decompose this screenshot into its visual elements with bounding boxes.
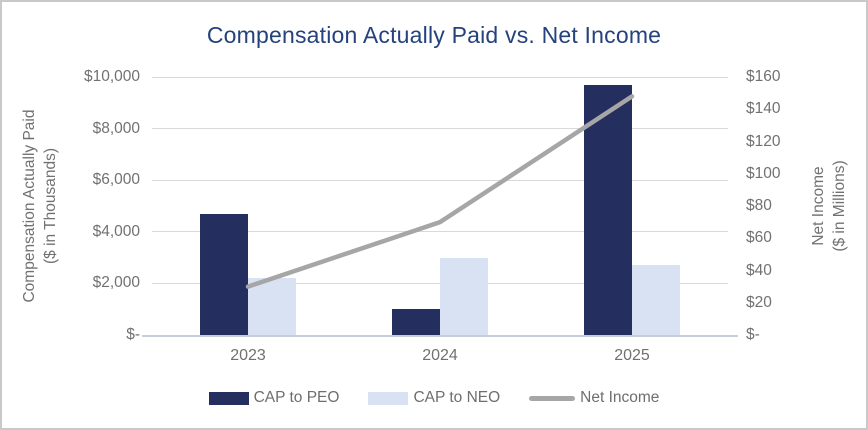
right-axis-title: Net Income ($ in Millions) bbox=[809, 160, 851, 251]
y2-axis-tick-label: $160 bbox=[746, 68, 781, 85]
x-axis-label: 2024 bbox=[422, 347, 458, 364]
bar-cap-to-peo bbox=[584, 84, 632, 335]
right-axis-title-line1: Net Income bbox=[810, 166, 828, 246]
y2-axis-tick-label: $60 bbox=[746, 229, 772, 247]
y2-axis-tick-label: $- bbox=[746, 326, 760, 343]
legend-swatch-bar bbox=[368, 391, 409, 405]
right-axis-title-line2: ($ in Millions) bbox=[831, 160, 848, 252]
y2-axis-tick-label: $120 bbox=[746, 132, 781, 150]
chart-title: Compensation Actually Paid vs. Net Incom… bbox=[206, 22, 662, 48]
legend-label: Net Income bbox=[580, 389, 660, 406]
x-axis-line bbox=[142, 335, 738, 337]
legend-label: CAP to NEO bbox=[413, 389, 501, 406]
gridline bbox=[152, 76, 728, 78]
y2-axis-tick-label: $40 bbox=[746, 261, 772, 279]
y2-axis-tick-label: $140 bbox=[746, 100, 781, 118]
chart-legend: CAP to PEO CAP to NEO Net Income bbox=[2, 389, 866, 407]
bar-cap-to-peo bbox=[200, 213, 248, 335]
x-axis-label: 2023 bbox=[230, 347, 266, 364]
legend-swatch-line bbox=[529, 395, 576, 401]
y-axis-tick-label: $6,000 bbox=[92, 171, 140, 189]
legend-item-cap-to-peo: CAP to PEO bbox=[208, 389, 340, 407]
y-axis-tick-label: $2,000 bbox=[92, 274, 140, 292]
y-axis-tick-label: $4,000 bbox=[92, 222, 140, 240]
bar-cap-to-neo bbox=[440, 257, 488, 335]
y2-axis-tick-label: $80 bbox=[746, 197, 772, 214]
legend-item-cap-to-neo: CAP to NEO bbox=[368, 389, 500, 407]
gridline bbox=[152, 179, 728, 181]
y-axis-tick-label: $- bbox=[126, 326, 140, 343]
y-axis-tick-label: $10,000 bbox=[83, 68, 140, 85]
y2-axis-tick-label: $20 bbox=[746, 293, 772, 311]
y2-axis-tick-label: $100 bbox=[746, 164, 781, 182]
bar-cap-to-neo bbox=[248, 278, 296, 335]
y-axis-tick-label: $8,000 bbox=[92, 119, 140, 137]
bar-cap-to-neo bbox=[632, 265, 680, 335]
legend-label: CAP to PEO bbox=[253, 389, 340, 406]
legend-item-net-income: Net Income bbox=[529, 389, 659, 407]
legend-swatch-bar bbox=[208, 391, 249, 405]
gridline bbox=[152, 128, 728, 130]
bar-cap-to-peo bbox=[392, 309, 440, 335]
x-axis-label: 2025 bbox=[614, 347, 650, 364]
